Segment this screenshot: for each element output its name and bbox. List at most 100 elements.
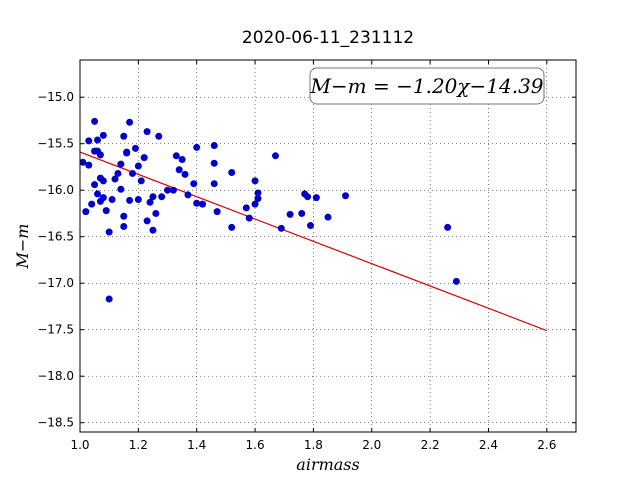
y-tick-label: −18.5 (37, 416, 74, 430)
y-axis-label: M−m (13, 224, 32, 270)
data-point (111, 175, 119, 183)
data-point (85, 161, 93, 169)
y-axis-ticks: −15.0 −15.5 −16.0 −16.5 −17.0 −17.5 −18.0 −18.5 (37, 90, 576, 430)
data-point (105, 295, 113, 303)
data-point (271, 152, 279, 160)
data-point (143, 217, 151, 225)
data-point (193, 199, 201, 207)
data-point (96, 151, 104, 159)
data-point (91, 181, 99, 189)
data-point (312, 194, 320, 202)
data-point (94, 136, 102, 144)
data-point (126, 118, 134, 126)
data-point (199, 200, 207, 208)
data-point (114, 169, 122, 177)
y-tick-label: −18.0 (37, 369, 74, 383)
data-point (178, 156, 186, 164)
data-point (158, 193, 166, 201)
data-point (82, 208, 90, 216)
y-tick-label: −17.0 (37, 276, 74, 290)
chart-title: 2020-06-11_231112 (242, 28, 414, 48)
data-point (444, 223, 452, 231)
y-tick-label: −16.0 (37, 183, 74, 197)
data-point (79, 158, 87, 166)
data-point (277, 224, 285, 232)
data-points (79, 117, 460, 303)
data-point (210, 180, 218, 188)
data-point (134, 196, 142, 203)
y-tick-label: −15.0 (37, 90, 74, 104)
grid-lines (79, 60, 576, 432)
y-tick-label: −15.5 (37, 137, 74, 151)
x-tick-label: 1.0 (70, 438, 89, 452)
x-tick-label: 2.4 (479, 438, 498, 452)
data-point (251, 200, 259, 208)
data-point (140, 154, 148, 162)
data-point (117, 160, 125, 168)
data-point (210, 142, 218, 150)
data-point (245, 214, 253, 222)
data-point (99, 131, 107, 139)
data-point (193, 143, 201, 151)
data-point (126, 196, 134, 204)
data-point (298, 209, 306, 217)
data-point (304, 193, 312, 201)
data-point (172, 152, 180, 160)
plot-frame (79, 59, 577, 433)
data-point (242, 204, 250, 212)
x-tick-label: 1.6 (246, 438, 265, 452)
data-point (129, 169, 137, 177)
x-tick-label: 2.6 (537, 438, 556, 452)
data-point (254, 189, 262, 197)
data-point (99, 177, 107, 185)
data-point (342, 192, 350, 200)
data-point (254, 195, 262, 203)
data-point (152, 209, 160, 217)
fit-line (79, 151, 548, 332)
annotation-box: M−m = −1.20χ−14.39 (309, 67, 545, 105)
data-point (105, 228, 113, 236)
data-point (164, 186, 172, 194)
data-point (88, 200, 96, 208)
data-point (213, 208, 221, 216)
x-tick-label: 1.8 (304, 438, 323, 452)
x-tick-label: 2.0 (362, 438, 381, 452)
data-point (123, 149, 131, 157)
data-point (155, 132, 163, 140)
data-point (99, 194, 107, 202)
data-point (146, 198, 154, 206)
data-point (120, 212, 128, 220)
data-point (190, 180, 198, 188)
data-point (184, 191, 192, 199)
data-point (324, 213, 332, 221)
data-point (137, 177, 145, 185)
data-point (85, 137, 93, 145)
fit-equation: M−m = −1.20χ−14.39 (309, 74, 543, 98)
x-tick-label: 1.2 (129, 438, 148, 452)
x-tick-label: 1.4 (187, 438, 206, 452)
data-point (108, 196, 116, 203)
data-point (120, 222, 128, 230)
data-point (228, 169, 236, 177)
data-point (306, 222, 314, 230)
data-point (452, 277, 460, 285)
x-tick-label: 2.2 (421, 438, 440, 452)
x-axis-ticks: 1.0 1.2 1.4 1.6 1.8 2.0 2.2 2.4 2.6 (70, 60, 556, 452)
y-tick-label: −17.5 (37, 323, 74, 337)
data-point (149, 193, 157, 201)
data-point (169, 186, 177, 194)
data-point (181, 170, 189, 178)
x-axis-label: airmass (296, 455, 359, 474)
data-point (102, 207, 110, 215)
data-point (210, 159, 218, 167)
data-point (117, 185, 125, 193)
data-point (149, 226, 157, 234)
data-point (228, 223, 236, 231)
data-point (251, 177, 259, 185)
fit-line-group (79, 151, 548, 332)
data-point (134, 162, 142, 170)
data-point (94, 190, 102, 198)
data-point (286, 210, 294, 218)
data-point (91, 117, 99, 125)
